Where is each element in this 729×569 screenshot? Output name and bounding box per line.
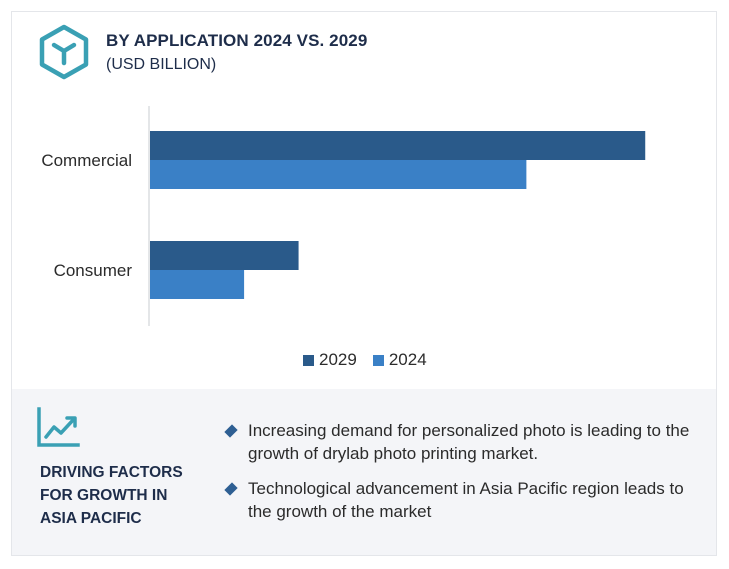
bar-commercial-2024 xyxy=(150,160,527,189)
driving-factors-list: Increasing demand for personalized photo… xyxy=(224,419,695,535)
driving-factor-text: Increasing demand for personalized photo… xyxy=(248,421,690,463)
legend-label-2029: 2029 xyxy=(319,350,357,369)
cube-icon xyxy=(39,24,89,80)
legend-item-2024: 2024 xyxy=(372,350,427,370)
legend-swatch-2029 xyxy=(303,354,314,366)
bar-consumer-2024 xyxy=(150,270,245,299)
bar-commercial-2029 xyxy=(150,131,646,160)
growth-chart-icon xyxy=(37,407,80,447)
diamond-bullet-icon xyxy=(224,424,238,438)
chart-subtitle: (USD BILLION) xyxy=(106,56,217,73)
chart-legend: 2029 2024 xyxy=(303,350,443,370)
diamond-bullet-icon xyxy=(224,482,238,496)
bar-chart: Commercial Consumer xyxy=(41,106,646,326)
driving-factor-text: Technological advancement in Asia Pacifi… xyxy=(248,479,684,521)
chart-title: BY APPLICATION 2024 VS. 2029 xyxy=(106,31,368,50)
legend-swatch-2024 xyxy=(372,354,384,366)
driving-factor-item: Technological advancement in Asia Pacifi… xyxy=(224,477,695,523)
legend-label-2024: 2024 xyxy=(388,350,427,369)
bar-consumer-2029 xyxy=(150,241,299,270)
category-label-consumer: Consumer xyxy=(54,261,133,280)
driving-factor-item: Increasing demand for personalized photo… xyxy=(224,419,695,465)
driving-factors-title: DRIVING FACTORS FOR GROWTH IN ASIA PACIF… xyxy=(40,464,183,527)
infographic-card: BY APPLICATION 2024 VS. 2029 (USD BILLIO… xyxy=(11,11,717,556)
driving-factors-panel: DRIVING FACTORS FOR GROWTH IN ASIA PACIF… xyxy=(12,389,716,555)
legend-item-2029: 2029 xyxy=(303,350,357,370)
category-label-commercial: Commercial xyxy=(41,151,132,170)
